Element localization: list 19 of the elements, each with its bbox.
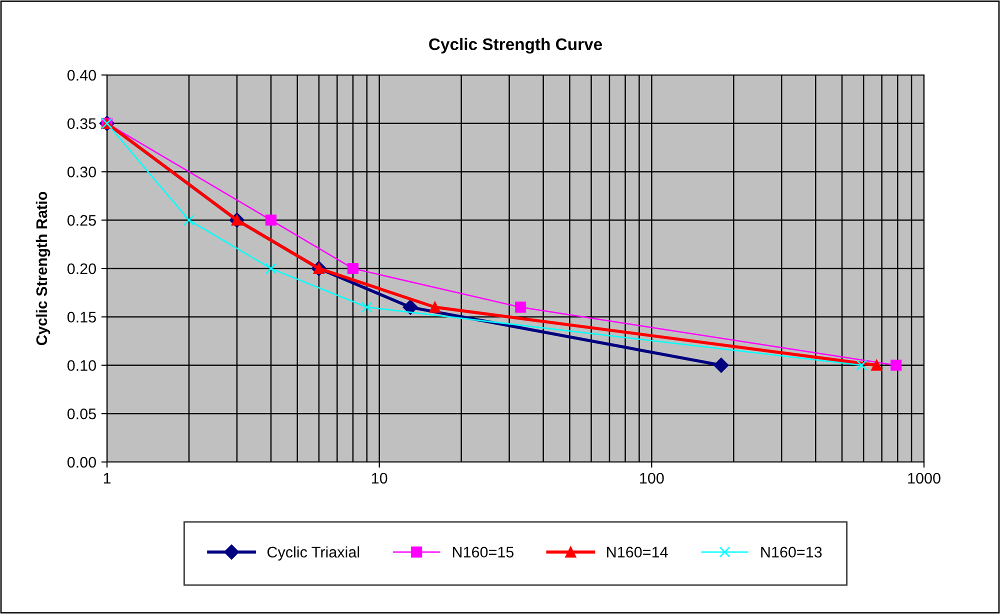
y-tick-label: 0.05	[67, 408, 96, 420]
legend-label: N160=15	[452, 546, 514, 558]
legend-label: N160=13	[761, 546, 822, 558]
y-axis-title: Cyclic Strength Ratio	[36, 192, 50, 346]
y-tick-label: 0.35	[67, 118, 96, 130]
legend-label: N160=14	[607, 546, 668, 558]
y-tick-label: 0.25	[67, 214, 96, 226]
x-tick-label: 10	[372, 472, 388, 484]
x-tick-label: 100	[640, 472, 664, 484]
x-tick-label: 1000	[908, 472, 940, 484]
y-tick-label: 0.30	[67, 166, 96, 178]
y-tick-label: 0.00	[67, 456, 96, 468]
y-tick-label: 0.10	[67, 360, 96, 371]
y-tick-label: 0.20	[67, 263, 96, 274]
y-tick-label: 0.40	[67, 70, 96, 81]
x-tick-label: 1	[104, 472, 111, 484]
y-tick-label: 0.15	[67, 312, 96, 323]
chart-title: Cyclic Strength Curve	[429, 38, 602, 54]
legend-label: Cyclic Triaxial	[267, 546, 360, 561]
